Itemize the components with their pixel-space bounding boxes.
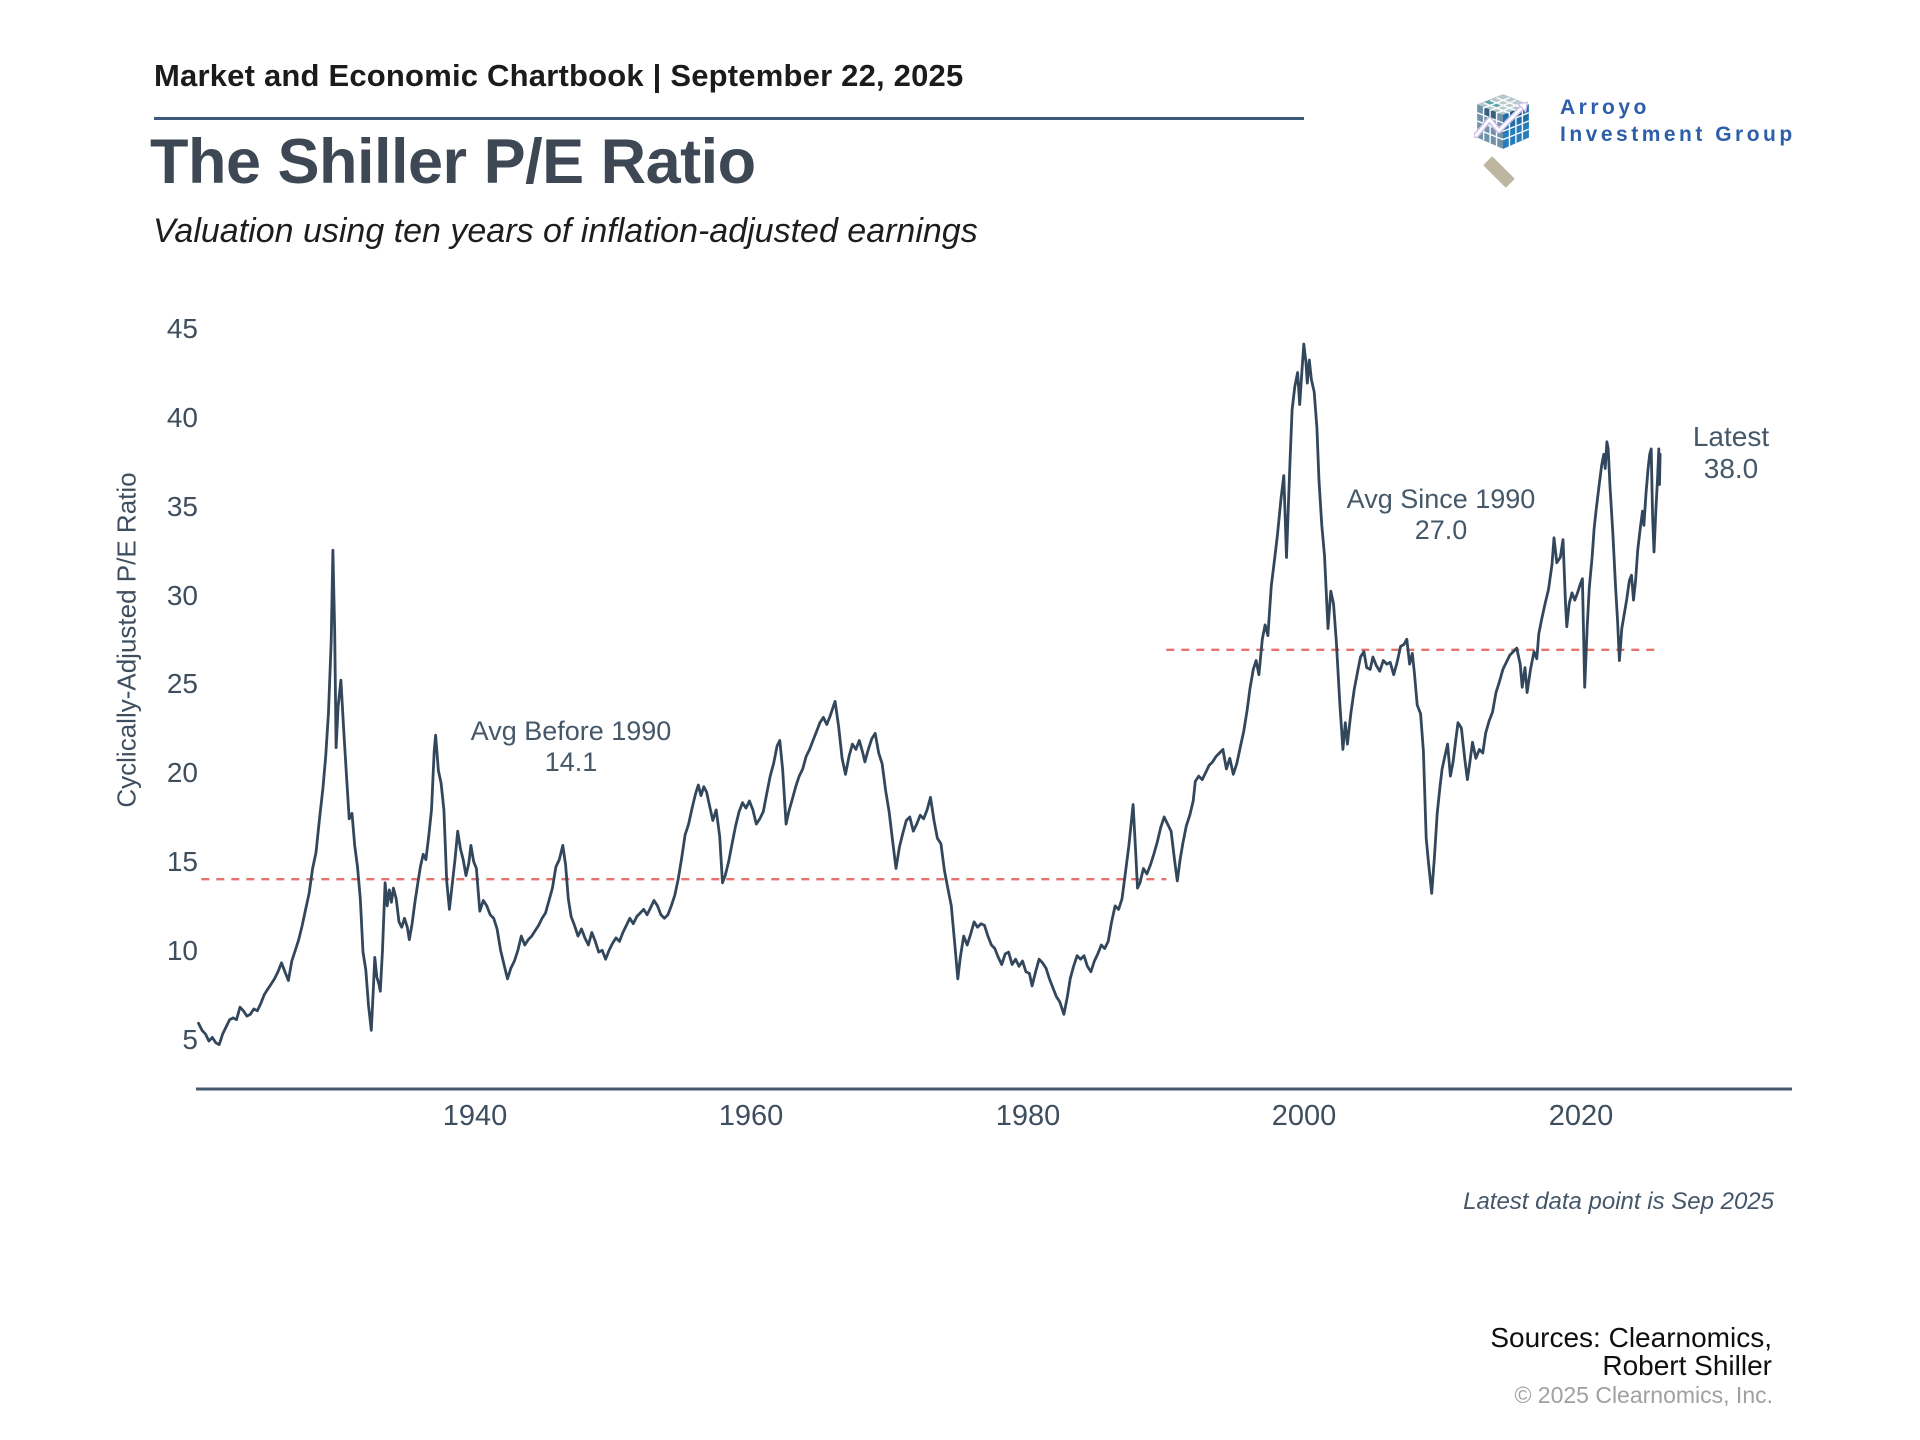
avg-before-1990-value: 14.1 <box>544 747 598 777</box>
avg-since-1990-annotation: Avg Since 1990 27.0 <box>1280 484 1602 546</box>
avg-before-1990-annotation: Avg Before 1990 14.1 <box>410 716 732 778</box>
logo-wordmark: Arroyo Investment Group <box>1560 94 1796 148</box>
y-axis-title: Cyclically-Adjusted P/E Ratio <box>111 472 142 808</box>
logo-wordmark-line2: Investment Group <box>1560 123 1796 146</box>
x-tick-1960: 1960 <box>718 1100 784 1132</box>
page-title: The Shiller P/E Ratio <box>150 127 756 197</box>
page-subtitle: Valuation using ten years of inflation-a… <box>153 212 978 250</box>
avg-since-1990-value: 27.0 <box>1414 515 1468 545</box>
avg-before-1990-label: Avg Before 1990 <box>470 716 672 746</box>
y-tick-25: 25 <box>166 668 198 699</box>
latest-label: Latest <box>1692 421 1770 452</box>
chartbook-header: Market and Economic Chartbook | Septembe… <box>154 58 964 93</box>
x-tick-1980: 1980 <box>995 1100 1061 1132</box>
arroyo-logo: Arroyo Investment Group <box>1474 90 1804 188</box>
y-tick-10: 10 <box>166 935 198 966</box>
sources-credit: Sources: Clearnomics, Robert Shiller <box>1490 1324 1772 1380</box>
y-tick-45: 45 <box>166 313 198 344</box>
latest-value: 38.0 <box>1703 453 1759 484</box>
y-tick-5: 5 <box>182 1024 198 1055</box>
header-divider <box>154 117 1304 120</box>
y-tick-20: 20 <box>166 757 198 788</box>
avg-since-1990-label: Avg Since 1990 <box>1346 484 1536 514</box>
latest-annotation: Latest 38.0 <box>1641 421 1821 485</box>
sources-line1: Sources: Clearnomics, <box>1490 1322 1772 1353</box>
cube-chart-logo-icon <box>1474 94 1530 149</box>
y-tick-35: 35 <box>166 491 198 522</box>
latest-data-point-note: Latest data point is Sep 2025 <box>1463 1188 1774 1215</box>
y-tick-15: 15 <box>166 846 198 877</box>
x-tick-2020: 2020 <box>1548 1100 1614 1132</box>
x-tick-1940: 1940 <box>442 1100 508 1132</box>
y-tick-30: 30 <box>166 580 198 611</box>
sources-line2: Robert Shiller <box>1602 1350 1772 1381</box>
y-tick-40: 40 <box>166 402 198 433</box>
copyright-notice: © 2025 Clearnomics, Inc. <box>1514 1382 1773 1408</box>
logo-wordmark-line1: Arroyo <box>1560 96 1650 119</box>
x-tick-2000: 2000 <box>1271 1100 1337 1132</box>
cape-series-line <box>197 342 1662 1046</box>
